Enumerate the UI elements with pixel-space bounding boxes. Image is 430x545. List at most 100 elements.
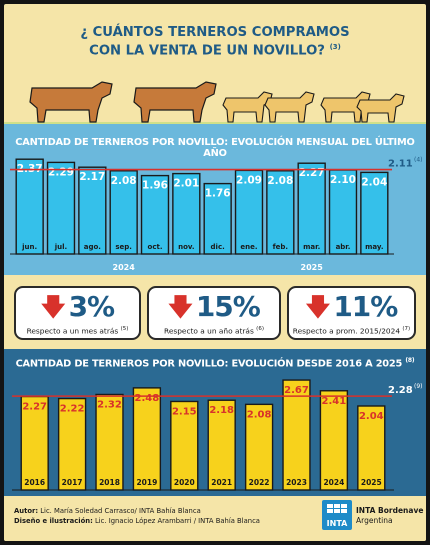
category-label: dic. bbox=[211, 243, 225, 251]
reference-ref: (9) bbox=[414, 383, 423, 390]
monthly-chart-title: CANTIDAD DE TERNEROS POR NOVILLO: EVOLUC… bbox=[15, 137, 415, 159]
kpi-value: 15% bbox=[195, 290, 261, 323]
category-label: 2019 bbox=[136, 478, 157, 487]
organization: INTA Bordenave Argentina bbox=[356, 506, 423, 526]
title-line-2: CON LA VENTA DE UN NOVILLO? bbox=[89, 43, 325, 59]
kpi-ref: (6) bbox=[256, 326, 264, 332]
data-label: 2.41 bbox=[322, 396, 347, 407]
bar bbox=[297, 162, 326, 255]
infographic-title: ¿ CUÁNTOS TERNEROS COMPRAMOS CON LA VENT… bbox=[4, 26, 426, 58]
data-label: 2.08 bbox=[247, 409, 272, 420]
data-label: 2.04 bbox=[359, 411, 384, 422]
calf-icon bbox=[320, 91, 371, 123]
category-label: 2023 bbox=[286, 478, 307, 487]
calf-icon bbox=[356, 93, 405, 123]
year-group-label: 2025 bbox=[301, 263, 324, 272]
data-label: 2.29 bbox=[48, 166, 74, 178]
logo-text: INTA bbox=[326, 519, 348, 528]
bar bbox=[109, 170, 138, 255]
bar bbox=[266, 170, 295, 255]
bar bbox=[57, 397, 87, 491]
category-label: mar. bbox=[303, 243, 320, 251]
category-label: sep. bbox=[115, 243, 132, 251]
category-label: 2022 bbox=[249, 478, 270, 487]
category-label: feb. bbox=[273, 243, 288, 251]
kpi-ref: (7) bbox=[402, 326, 411, 332]
bar bbox=[140, 174, 170, 255]
org-name: INTA Bordenave bbox=[356, 506, 424, 515]
data-label: 2.01 bbox=[173, 178, 199, 190]
author-name: Lic. María Soledad Carrasco/ INTA Bahía … bbox=[40, 507, 201, 515]
kpi-card-month: 🡇 3% Respecto a un mes atrás (5) bbox=[14, 286, 141, 340]
bar bbox=[46, 161, 76, 255]
kpi-cards: 🡇 3% Respecto a un mes atrás (5) 🡇 15% Res… bbox=[4, 286, 426, 344]
yearly-chart-title: CANTIDAD DE TERNEROS POR NOVILLO: EVOLUC… bbox=[4, 357, 426, 369]
category-label: ago. bbox=[84, 243, 101, 251]
inta-logo-icon: INTA bbox=[322, 500, 352, 530]
yearly-chart-title-ref: (8) bbox=[405, 357, 415, 364]
data-label: 2.10 bbox=[330, 174, 356, 186]
data-label: 2.32 bbox=[97, 399, 122, 410]
category-label: 2020 bbox=[174, 478, 195, 487]
data-label: 2.22 bbox=[60, 404, 85, 415]
data-label: 2.08 bbox=[267, 175, 293, 187]
data-label: 2.04 bbox=[361, 176, 387, 188]
steer-icon bbox=[133, 81, 217, 123]
calf-icon bbox=[222, 91, 273, 123]
data-label: 2.67 bbox=[284, 385, 309, 396]
bar bbox=[207, 399, 236, 491]
category-label: 2016 bbox=[24, 478, 45, 487]
bar bbox=[282, 379, 311, 491]
down-arrow-icon: 🡇 bbox=[305, 293, 331, 321]
kpi-ref: (5) bbox=[120, 326, 129, 332]
bar bbox=[244, 403, 274, 491]
calf-icon bbox=[264, 91, 315, 123]
yearly-chart-title-text: CANTIDAD DE TERNEROS POR NOVILLO: EVOLUC… bbox=[15, 358, 403, 370]
design-name: Lic. Ignacio López Arambarri / INTA Bahí… bbox=[94, 517, 260, 525]
data-label: 2.18 bbox=[209, 405, 234, 416]
kpi-label: Respecto a un mes atrás bbox=[26, 326, 119, 336]
title-ref: (3) bbox=[329, 43, 341, 51]
author-label: Autor: bbox=[14, 507, 39, 515]
reference-ref: (4) bbox=[414, 157, 423, 164]
kpi-card-average: 🡇 11% Respecto a prom. 2015/2024 (7) bbox=[287, 286, 416, 340]
reference-label: 2.11 bbox=[388, 159, 413, 170]
bar bbox=[78, 166, 107, 255]
footer: Autor: Lic. María Soledad Carrasco/ INTA… bbox=[4, 496, 426, 541]
data-label: 2.09 bbox=[236, 174, 262, 186]
bar bbox=[20, 395, 49, 491]
down-arrow-icon: 🡇 bbox=[40, 293, 66, 321]
data-label: 1.96 bbox=[142, 180, 168, 192]
title-line-1: ¿ CUÁNTOS TERNEROS COMPRAMOS bbox=[80, 25, 350, 40]
bar bbox=[319, 390, 349, 491]
monthly-bar-chart: 2.37jun.2.29jul.2.17ago.2.08sep.1.96oct.… bbox=[10, 157, 423, 272]
kpi-value: 11% bbox=[333, 290, 398, 323]
data-label: 2.27 bbox=[22, 402, 47, 413]
year-group-label: 2024 bbox=[113, 263, 136, 272]
category-label: jun. bbox=[21, 243, 37, 251]
reference-label: 2.28 bbox=[388, 385, 413, 396]
bar bbox=[170, 400, 199, 491]
category-label: 2017 bbox=[62, 478, 83, 487]
bar bbox=[203, 182, 232, 255]
category-label: may. bbox=[365, 243, 383, 251]
kpi-label: Respecto a un año atrás bbox=[164, 326, 254, 336]
bar bbox=[172, 172, 201, 255]
category-label: oct. bbox=[148, 243, 163, 251]
bar bbox=[132, 387, 162, 491]
bar bbox=[360, 171, 389, 255]
kpi-label: Respecto a prom. 2015/2024 bbox=[292, 326, 401, 336]
category-label: jul. bbox=[54, 243, 67, 251]
bar bbox=[328, 169, 358, 255]
bar bbox=[15, 158, 44, 255]
data-label: 2.15 bbox=[172, 406, 197, 417]
credits: Autor: Lic. María Soledad Carrasco/ INTA… bbox=[14, 506, 260, 526]
kpi-card-year: 🡇 15% Respecto a un año atrás (6) bbox=[147, 286, 281, 340]
data-label: 2.17 bbox=[79, 171, 105, 183]
category-label: nov. bbox=[178, 243, 194, 251]
design-label: Diseño e ilustración: bbox=[14, 517, 93, 525]
data-label: 2.08 bbox=[111, 175, 137, 187]
category-label: ene. bbox=[240, 243, 257, 251]
category-label: 2018 bbox=[99, 478, 120, 487]
infographic: ¿ CUÁNTOS TERNEROS COMPRAMOS CON LA VENT… bbox=[4, 4, 426, 541]
